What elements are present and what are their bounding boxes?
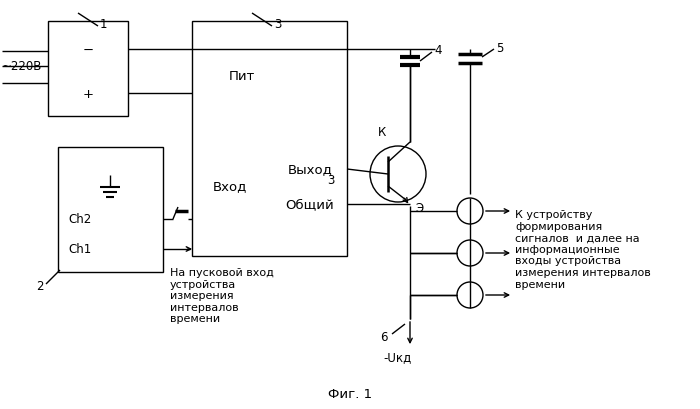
Text: Ch1: Ch1 [68, 243, 91, 256]
Text: 3: 3 [274, 18, 281, 31]
Text: +: + [83, 87, 94, 100]
Text: 5: 5 [496, 41, 503, 54]
Text: Э: Э [415, 202, 423, 215]
Text: Общий: Общий [286, 198, 335, 211]
Text: К: К [378, 126, 386, 139]
Text: 2: 2 [36, 280, 43, 293]
Text: Ch2: Ch2 [68, 213, 91, 226]
Text: -Uкд: -Uкд [384, 351, 412, 364]
Text: 3: 3 [328, 174, 335, 187]
Text: Выход: Выход [288, 163, 332, 176]
Text: 1: 1 [100, 18, 108, 31]
Text: 4: 4 [434, 45, 442, 57]
Text: ~220В: ~220В [2, 61, 43, 73]
Text: Пит: Пит [229, 70, 255, 83]
Text: К устройству
формирования
сигналов  и далее на
информационные
входы устройства
и: К устройству формирования сигналов и дал… [515, 209, 651, 289]
Text: Фиг. 1: Фиг. 1 [328, 388, 372, 400]
Text: Вход: Вход [213, 180, 247, 193]
Bar [192, 22, 347, 256]
Text: −: − [83, 43, 94, 56]
Bar [48, 22, 128, 117]
Text: На пусковой вход
устройства
измерения
интервалов
времени: На пусковой вход устройства измерения ин… [170, 267, 274, 324]
Bar [58, 148, 163, 272]
Text: 6: 6 [380, 331, 388, 344]
